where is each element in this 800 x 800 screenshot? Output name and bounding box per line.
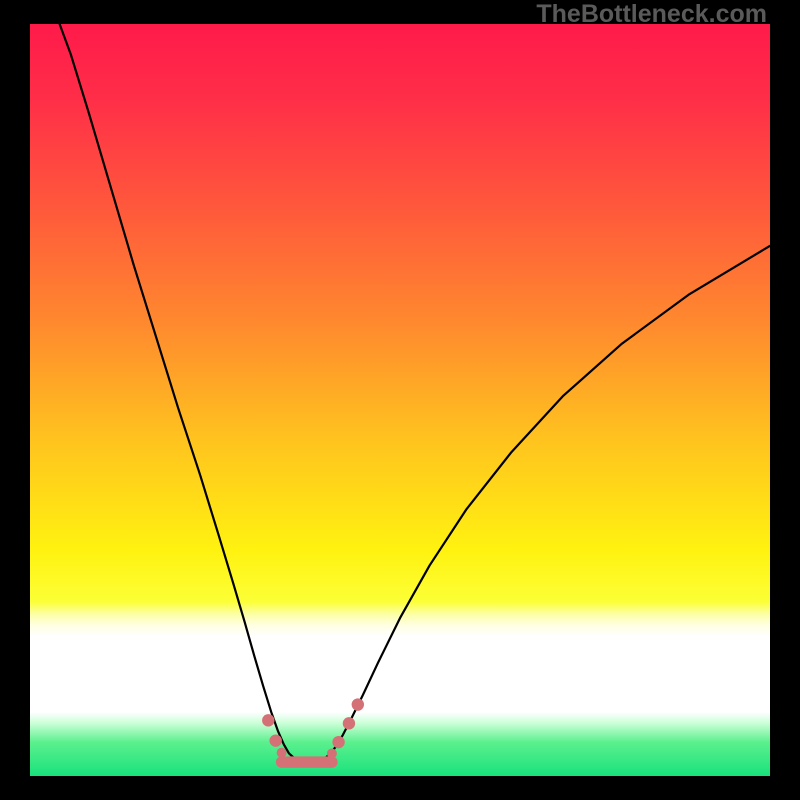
- chart-frame: TheBottleneck.com: [0, 0, 800, 800]
- bottleneck-curve-chart: [0, 0, 800, 800]
- watermark-text: TheBottleneck.com: [536, 0, 767, 29]
